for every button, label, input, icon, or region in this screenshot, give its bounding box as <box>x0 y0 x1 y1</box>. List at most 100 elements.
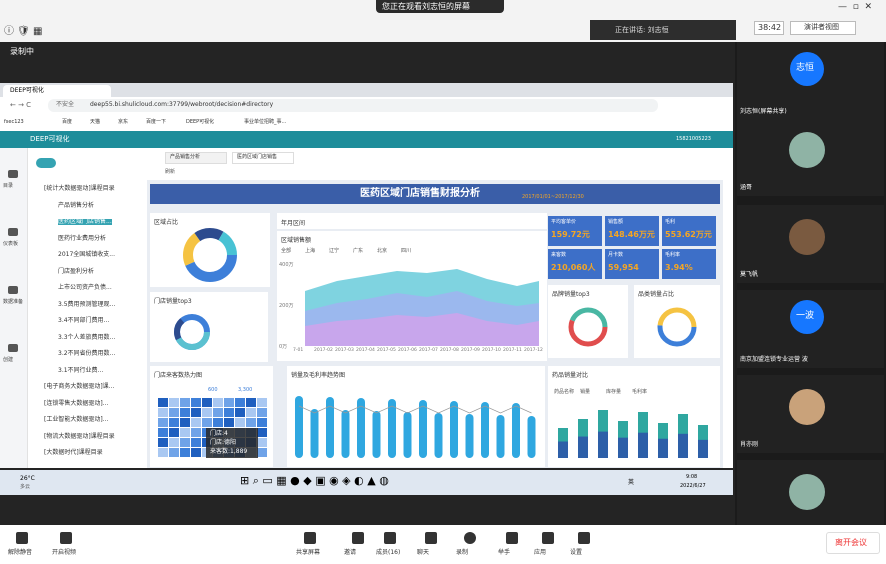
tree-item: [物流大数据驱动]课程目录 <box>44 432 115 440</box>
dash-date: 2017/01/01~2017/12/30 <box>522 194 584 200</box>
tool-icon[interactable] <box>16 532 28 544</box>
view-label: 演讲者视图 <box>804 23 839 31</box>
rail-label: 仪表板 <box>3 241 19 247</box>
tree-item: [大数据时代]课程目录 <box>44 449 103 456</box>
shape <box>295 396 303 458</box>
shape <box>481 402 489 458</box>
shape <box>257 398 267 407</box>
kpi-card <box>662 249 716 279</box>
bookmark: 天猫 <box>90 119 101 125</box>
panel-title: 品牌销量top3 <box>552 291 590 298</box>
address-bar <box>48 99 658 112</box>
tab-strip <box>0 83 733 97</box>
shape <box>180 398 190 407</box>
leave-button[interactable] <box>826 532 880 554</box>
banner-bg <box>376 0 504 13</box>
view-button[interactable] <box>790 21 856 35</box>
tooltip <box>206 428 258 458</box>
avatar <box>789 219 825 255</box>
tree-item: 医药行业费用分析 <box>58 234 107 242</box>
shape <box>257 438 267 447</box>
tool-label: 共享屏幕 <box>296 549 321 556</box>
participant-name: 南京加盟连锁专业运营 波 <box>740 356 808 363</box>
donut <box>183 228 237 282</box>
avatar <box>790 52 824 86</box>
tab <box>3 85 111 97</box>
x-tick-label: 2017-03 <box>335 348 354 353</box>
tool-icon[interactable] <box>464 532 476 544</box>
shape <box>257 418 267 427</box>
panel-title: 区域占比 <box>154 219 179 226</box>
shape <box>298 405 532 414</box>
shape <box>180 448 190 457</box>
kpi-label: 来客数 <box>551 252 567 258</box>
tab-title: DEEP可视化 <box>10 87 44 94</box>
shape <box>213 398 223 407</box>
tool-label: 录制 <box>456 549 469 556</box>
speaking: 正在讲话: 刘志恒 <box>615 26 669 34</box>
shape <box>191 408 201 417</box>
shape <box>224 418 234 427</box>
x-tick-label: 7-01 <box>293 348 304 353</box>
shape <box>465 414 474 458</box>
panel-title: 品类销量占比 <box>638 291 675 298</box>
kpi-value: 3.94% <box>665 263 693 272</box>
app-tab[interactable] <box>165 152 227 164</box>
dash-title-bar <box>150 184 720 204</box>
shape <box>180 418 190 427</box>
donut <box>174 314 210 350</box>
tool-label: 解除静音 <box>8 549 33 556</box>
app-header <box>0 131 733 148</box>
tool-icon[interactable] <box>60 532 72 544</box>
area-chart <box>305 269 539 346</box>
shape <box>558 441 568 458</box>
shape <box>372 411 381 458</box>
x-tick-label: 2017-02 <box>314 348 333 353</box>
shape <box>257 428 267 437</box>
panel-title: 药品销量对比 <box>552 372 589 379</box>
avatar-text: 一波 <box>796 311 815 321</box>
tool-icon[interactable] <box>542 532 554 544</box>
bookmark: 事业单位招聘_事... <box>244 119 287 125</box>
shape <box>310 409 319 458</box>
x-tick-label: 2017-12 <box>524 348 543 353</box>
shape <box>598 431 608 458</box>
bookmark: 百度 <box>62 119 73 125</box>
tree-item: [连锁零售大数据驱动]... <box>44 399 109 407</box>
shape <box>638 432 648 458</box>
tree-item: 2017全国城镇收支... <box>58 251 115 258</box>
shape <box>246 408 256 417</box>
legend-item: 药品名称 <box>554 389 575 395</box>
legend-item: 广东 <box>353 248 364 254</box>
app-tab[interactable] <box>232 152 294 164</box>
tool-icon[interactable] <box>352 532 364 544</box>
rail-label: 创建 <box>3 357 14 363</box>
shape <box>191 438 201 447</box>
tool-icon[interactable] <box>304 532 316 544</box>
rail-icon <box>8 170 18 178</box>
kpi-card <box>548 249 602 279</box>
bookmark: fsec123 <box>4 119 24 125</box>
tool-icon[interactable] <box>384 532 396 544</box>
panel: 区域销售额 全部 上海 辽宁 广东 北京 四川 400万 200万 0万 7-01 2017-02 2… <box>277 231 547 361</box>
kpi-card <box>548 216 602 246</box>
donut <box>657 307 697 347</box>
timer: 38:42 <box>758 23 782 32</box>
kpi-value: 553.62万元 <box>665 230 712 239</box>
tool-icon[interactable] <box>578 532 590 544</box>
bookmark: 京东 <box>118 119 129 125</box>
heat-scale-min: 600 <box>208 387 218 393</box>
tree-item: 3.5费用预测管理观... <box>58 300 116 308</box>
participant-name: 涵哥 <box>740 184 753 191</box>
avatar-text: 志恒 <box>796 63 815 73</box>
tool-icon[interactable] <box>506 532 518 544</box>
tool-label: 成员(16) <box>376 549 401 556</box>
shape <box>169 408 179 417</box>
shape <box>169 428 179 437</box>
legend-item: 辽宁 <box>329 248 340 254</box>
legend-item: 北京 <box>377 248 388 254</box>
panel: 销量及毛利率趋势图 <box>287 366 545 467</box>
tool-label: 应用 <box>534 549 547 556</box>
tool-icon[interactable] <box>425 532 437 544</box>
panel: 药品销量对比 药品名称 销量 库存量 毛利率 <box>548 366 720 467</box>
